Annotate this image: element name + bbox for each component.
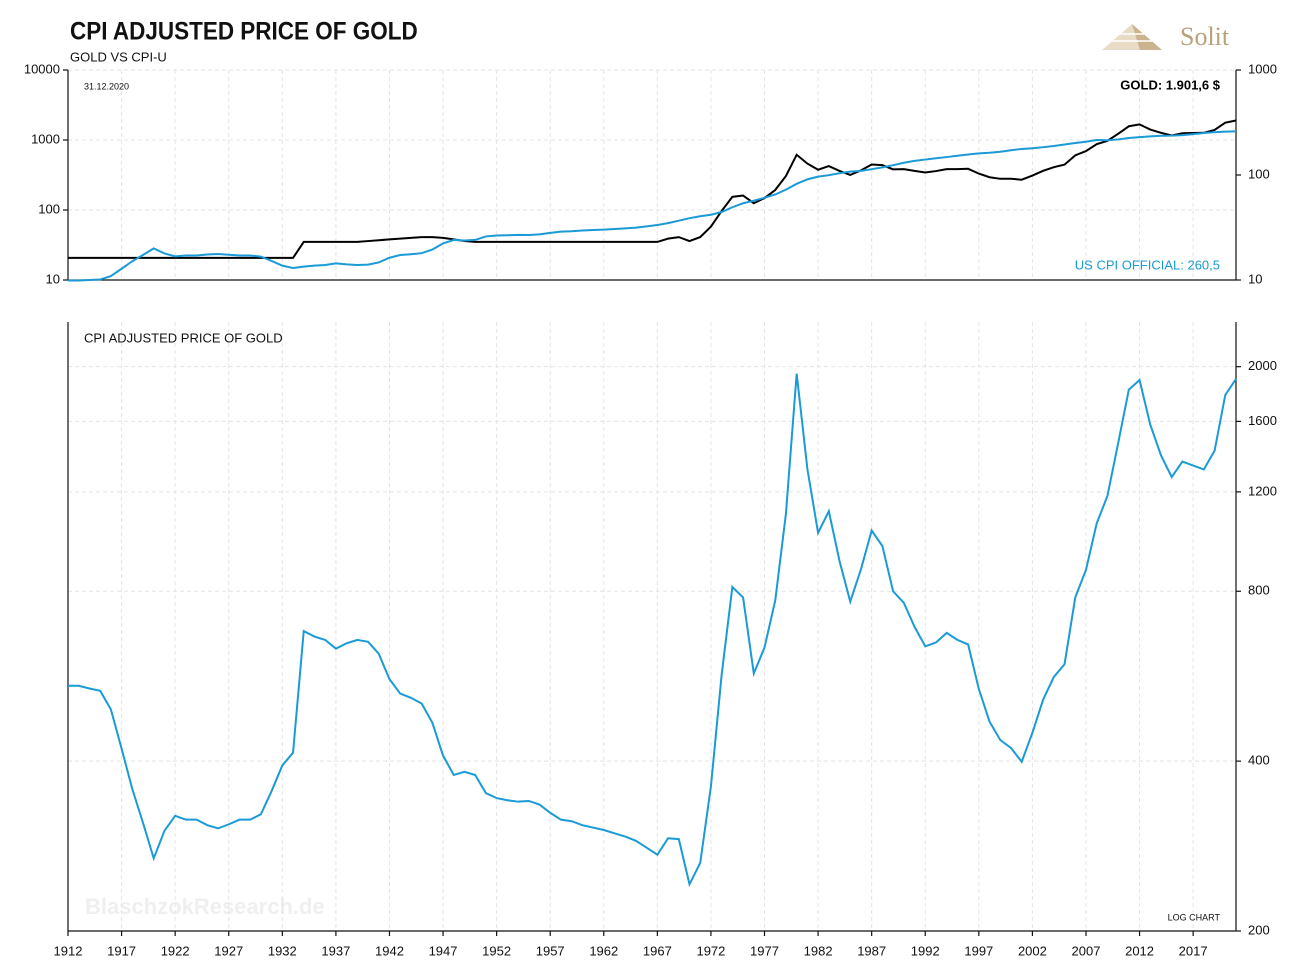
watermark: BlaschzokResearch.de — [85, 894, 325, 919]
chart-subtitle: GOLD VS CPI-U — [70, 49, 167, 64]
cpi-label: US CPI OFFICIAL: 260,5 — [1075, 257, 1220, 272]
x-tick-label: 1942 — [375, 943, 404, 958]
y-tick-label: 10000 — [24, 61, 60, 76]
x-tick-label: 1997 — [964, 943, 993, 958]
x-tick-label: 1987 — [857, 943, 886, 958]
logo-text: Solit — [1180, 22, 1230, 51]
x-tick-label: 1982 — [804, 943, 833, 958]
y-tick-label: 200 — [1248, 922, 1270, 937]
y2-tick-label: 10 — [1248, 271, 1262, 286]
x-tick-label: 1992 — [911, 943, 940, 958]
x-tick-label: 2012 — [1125, 943, 1154, 958]
x-tick-label: 1972 — [696, 943, 725, 958]
y2-tick-label: 1000 — [1248, 61, 1277, 76]
x-tick-label: 1922 — [161, 943, 190, 958]
x-tick-label: 2017 — [1179, 943, 1208, 958]
x-tick-label: 1957 — [536, 943, 565, 958]
gold-label: GOLD: 1.901,6 $ — [1120, 77, 1220, 92]
y-tick-label: 2000 — [1248, 358, 1277, 373]
data-line — [68, 130, 1237, 282]
y-tick-label: 1200 — [1248, 483, 1277, 498]
data-line — [68, 373, 1237, 888]
x-tick-label: 1912 — [54, 943, 83, 958]
x-tick-label: 2007 — [1072, 943, 1101, 958]
x-tick-label: 1927 — [214, 943, 243, 958]
x-tick-label: 1952 — [482, 943, 511, 958]
x-tick-label: 1937 — [321, 943, 350, 958]
y-tick-label: 400 — [1248, 753, 1270, 768]
chart-title: CPI ADJUSTED PRICE OF GOLD — [70, 18, 418, 46]
y-tick-label: 800 — [1248, 583, 1270, 598]
y-tick-label: 100 — [38, 201, 60, 216]
x-tick-label: 1962 — [589, 943, 618, 958]
date-label: 31.12.2020 — [84, 81, 129, 91]
x-tick-label: 1917 — [107, 943, 136, 958]
x-tick-label: 1932 — [268, 943, 297, 958]
x-tick-label: 1947 — [429, 943, 458, 958]
data-line — [68, 119, 1237, 259]
y2-tick-label: 100 — [1248, 166, 1270, 181]
panel-title: CPI ADJUSTED PRICE OF GOLD — [84, 330, 283, 345]
logo-icon — [1102, 24, 1162, 50]
y-tick-label: 1000 — [31, 131, 60, 146]
x-tick-label: 1977 — [750, 943, 779, 958]
x-tick-label: 1967 — [643, 943, 672, 958]
log-note: LOG CHART — [1168, 912, 1221, 922]
y-tick-label: 1600 — [1248, 413, 1277, 428]
y-tick-label: 10 — [46, 271, 60, 286]
x-tick-label: 2002 — [1018, 943, 1047, 958]
